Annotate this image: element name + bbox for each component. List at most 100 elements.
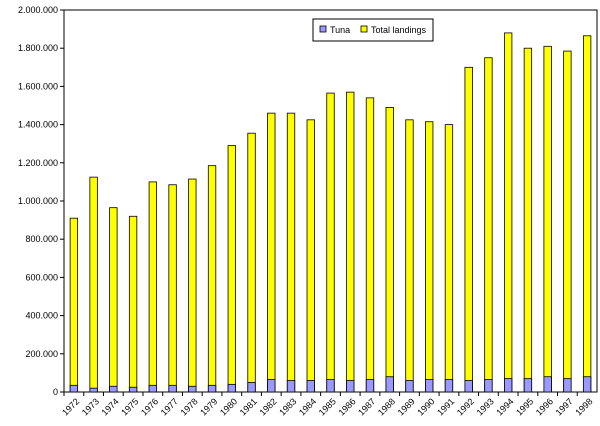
bar-tuna — [247, 382, 256, 393]
bar-total-landings — [168, 184, 177, 393]
bar-total-landings — [306, 119, 315, 393]
bar-tuna — [326, 379, 335, 393]
x-tick-label: 1998 — [573, 396, 594, 417]
bars — [69, 32, 592, 393]
bar-tuna — [267, 379, 276, 393]
bar-total-landings — [267, 112, 276, 393]
legend-box — [312, 18, 434, 42]
bar-tuna — [286, 380, 296, 393]
x-tick-label: 1980 — [218, 396, 239, 417]
bar-tuna — [109, 385, 118, 393]
x-tick-label: 1986 — [336, 396, 357, 417]
bar-total-landings — [247, 132, 256, 393]
x-tick-label: 1996 — [534, 396, 555, 417]
x-tick-label: 1983 — [277, 396, 298, 417]
bar-tuna — [89, 387, 98, 393]
bar-tuna — [504, 378, 513, 393]
bar-total-landings — [188, 178, 197, 393]
bar-tuna — [405, 380, 414, 393]
legend-label-total-landings: Total landings — [371, 25, 427, 35]
bar-total-landings — [89, 176, 98, 393]
bar-total-landings — [582, 35, 592, 393]
bar-total-landings — [405, 119, 414, 393]
bar-tuna — [346, 380, 355, 393]
x-tick-label: 1974 — [100, 396, 121, 417]
bar-total-landings — [286, 112, 296, 393]
bar-total-landings — [484, 57, 493, 393]
x-tick-label: 1982 — [257, 396, 278, 417]
x-tick-label: 1987 — [356, 396, 377, 417]
bar-total-landings — [385, 107, 394, 393]
x-tick-label: 1972 — [60, 396, 81, 417]
x-tick-label: 1997 — [554, 396, 575, 417]
y-tick-label: 0 — [53, 387, 58, 397]
bar-total-landings — [523, 47, 533, 393]
legend-swatch-total-landings — [360, 25, 368, 33]
bar-total-landings — [425, 121, 434, 393]
bar-tuna — [523, 378, 533, 393]
bar-tuna — [464, 380, 473, 393]
bar-tuna — [425, 379, 434, 393]
y-tick-label: 1.400.000 — [18, 120, 58, 130]
bar-total-landings — [365, 97, 375, 393]
bar-total-landings — [563, 50, 572, 393]
x-tick-label: 1993 — [475, 396, 496, 417]
bar-total-landings — [69, 217, 79, 393]
bar-total-landings — [346, 91, 355, 393]
x-tick-label: 1988 — [376, 396, 397, 417]
y-axis: 0 200.000 400.000 600.000 800.000 1.000.000 1.… — [18, 5, 64, 397]
bar-tuna — [188, 385, 197, 393]
x-tick-label: 1994 — [494, 396, 515, 417]
x-tick-label: 1985 — [317, 396, 338, 417]
bar-tuna — [385, 376, 394, 393]
x-tick-label: 1990 — [415, 396, 436, 417]
x-tick-label: 1991 — [435, 396, 456, 417]
x-tick-label: 1976 — [139, 396, 160, 417]
bar-tuna — [365, 379, 375, 393]
x-tick-label: 1989 — [396, 396, 417, 417]
x-tick-label: 1992 — [455, 396, 476, 417]
legend: Tuna Total landings — [312, 18, 434, 42]
bar-tuna — [582, 376, 592, 393]
bar-tuna — [484, 379, 493, 393]
y-tick-label: 1.600.000 — [18, 81, 58, 91]
y-tick-label: 1.800.000 — [18, 43, 58, 53]
bar-total-landings — [504, 32, 513, 393]
bar-total-landings — [326, 92, 335, 393]
y-tick-label: 1.200.000 — [18, 158, 58, 168]
bar-tuna — [148, 384, 157, 393]
bar-tuna — [306, 380, 315, 393]
x-tick-label: 1978 — [178, 396, 199, 417]
bar-total-landings — [464, 66, 473, 393]
bar-total-landings — [543, 45, 552, 393]
bar-tuna — [69, 384, 79, 393]
bar-total-landings — [109, 207, 118, 393]
bar-total-landings — [227, 145, 236, 393]
bar-total-landings — [128, 215, 138, 393]
y-tick-label: 200.000 — [25, 349, 58, 359]
bar-tuna — [207, 384, 217, 393]
bar-total-landings — [207, 165, 217, 393]
x-tick-label: 1979 — [198, 396, 219, 417]
legend-swatch-tuna — [319, 25, 327, 33]
x-tick-label: 1975 — [119, 396, 140, 417]
bar-tuna — [543, 376, 552, 393]
bar-tuna — [128, 386, 138, 393]
legend-label-tuna: Tuna — [330, 25, 350, 35]
x-tick-label: 1977 — [159, 396, 180, 417]
x-tick-label: 1973 — [80, 396, 101, 417]
bar-total-landings — [444, 124, 454, 393]
x-axis: 1972197319741975197619771978197919801981… — [60, 392, 595, 418]
bar-total-landings — [148, 181, 157, 393]
y-tick-label: 2.000.000 — [18, 5, 58, 15]
y-tick-label: 600.000 — [25, 272, 58, 282]
bar-tuna — [444, 379, 454, 393]
y-tick-label: 400.000 — [25, 311, 58, 321]
y-tick-label: 1.000.000 — [18, 196, 58, 206]
x-tick-label: 1981 — [238, 396, 259, 417]
x-tick-label: 1995 — [514, 396, 535, 417]
bar-tuna — [227, 383, 236, 393]
bar-tuna — [168, 384, 177, 393]
y-tick-label: 800.000 — [25, 234, 58, 244]
